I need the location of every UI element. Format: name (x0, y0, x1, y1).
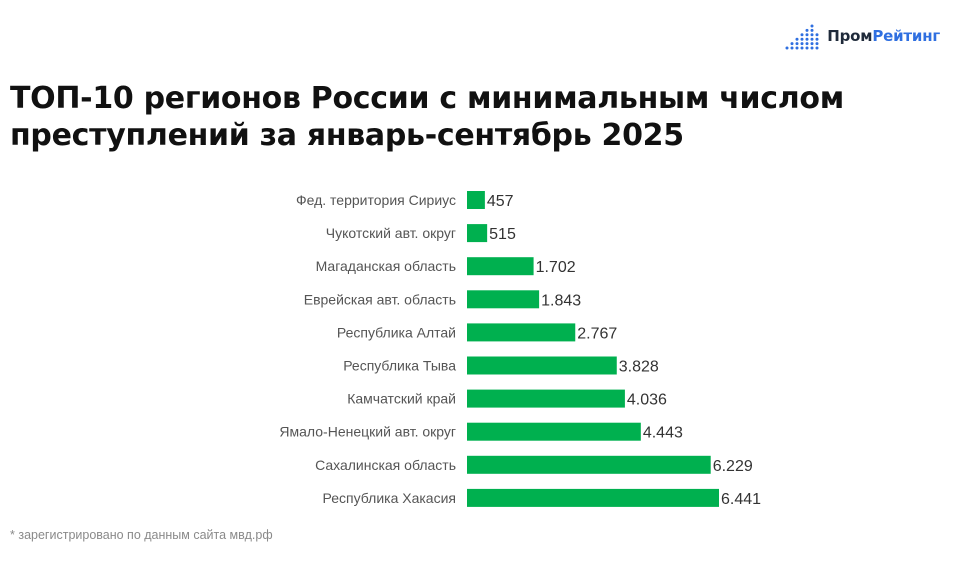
logo-dot (810, 24, 814, 28)
category-label: Чукотский авт. округ (326, 225, 456, 241)
logo-dot (805, 37, 809, 41)
bar (467, 389, 625, 408)
category-label: Республика Алтай (337, 324, 456, 340)
logo-dot (815, 42, 819, 46)
brand-name-part1: Пром (827, 27, 873, 45)
category-label: Фед. территория Сириус (296, 192, 456, 208)
value-label: 6.229 (713, 458, 753, 475)
bar (467, 455, 711, 474)
logo-dot (810, 46, 814, 50)
value-label: 457 (487, 193, 514, 210)
logo-dot (805, 46, 809, 50)
value-label: 6.441 (721, 491, 761, 508)
logo-dot (815, 37, 819, 41)
logo-dot (800, 42, 804, 46)
dot-matrix-logo-icon (785, 24, 819, 50)
logo-dot (815, 33, 819, 37)
brand-name: ПромРейтинг (827, 27, 940, 45)
logo-dot (805, 42, 809, 46)
logo-dot (810, 37, 814, 41)
logo-dot (800, 46, 804, 50)
category-label: Ямало-Ненецкий авт. округ (279, 424, 456, 440)
logo-dot (800, 33, 804, 37)
title-line-1: ТОП-10 регионов России с минимальным чис… (10, 81, 844, 116)
bar (467, 257, 534, 276)
brand-logo: ПромРейтинг (785, 22, 940, 50)
footnote: * зарегистрировано по данным сайта мвд.р… (10, 528, 273, 542)
bar (467, 422, 641, 441)
bar (467, 488, 719, 507)
category-label: Республика Хакасия (323, 490, 456, 506)
value-label: 4.036 (627, 392, 667, 409)
bar (467, 224, 488, 243)
logo-dot (805, 28, 809, 32)
logo-dot (785, 46, 789, 50)
value-label: 515 (489, 226, 516, 243)
logo-dot (790, 46, 794, 50)
bar (467, 290, 540, 309)
page-title: ТОП-10 регионов России с минимальным чис… (10, 80, 930, 154)
bar (467, 191, 485, 209)
value-label: 3.828 (619, 359, 659, 376)
category-label: Магаданская область (316, 258, 456, 274)
value-label: 1.702 (536, 259, 576, 276)
logo-dot (790, 42, 794, 46)
bar (467, 356, 617, 375)
logo-dot (805, 33, 809, 37)
logo-dot (795, 42, 799, 46)
category-label: Еврейская авт. область (304, 291, 456, 307)
bar (467, 323, 576, 342)
logo-dot (815, 46, 819, 50)
logo-dot (810, 42, 814, 46)
category-label: Камчатский край (347, 391, 456, 407)
logo-dot (795, 46, 799, 50)
value-label: 1.843 (541, 292, 581, 309)
logo-dot (810, 28, 814, 32)
logo-dot (800, 37, 804, 41)
logo-dot (810, 33, 814, 37)
category-label: Сахалинская область (315, 457, 456, 473)
category-label: Республика Тыва (343, 358, 456, 374)
brand-name-part2: Рейтинг (872, 27, 940, 45)
value-label: 2.767 (577, 325, 617, 342)
logo-dot (795, 37, 799, 41)
value-label: 4.443 (643, 425, 683, 442)
title-line-2: преступлений за январь-сентябрь 2025 (10, 118, 684, 153)
